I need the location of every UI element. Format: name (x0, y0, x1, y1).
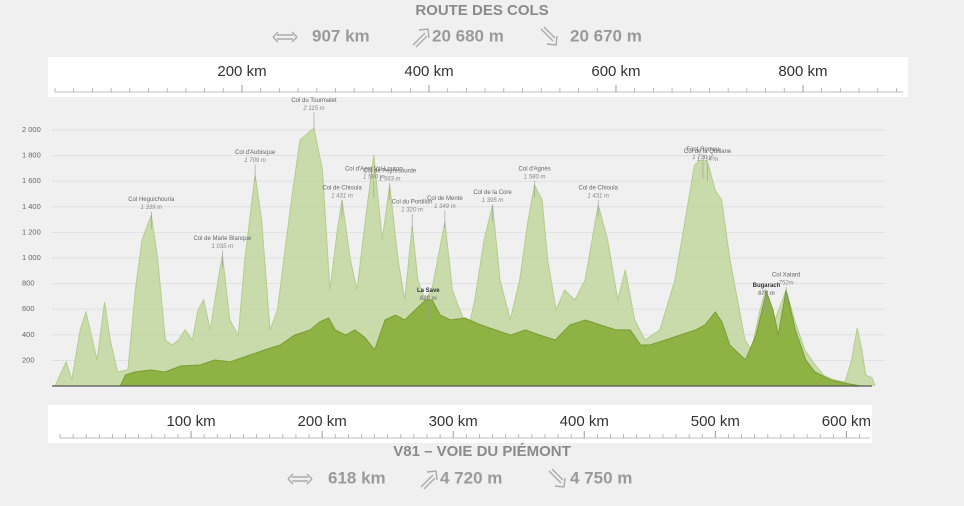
route-title: V81 – VOIE DU PIÉMONT (393, 443, 571, 460)
y-tick-label: 600 (22, 304, 35, 313)
ascent-icon (412, 28, 430, 48)
peak-elevation: 1 320 m (401, 208, 423, 214)
peak-name: Font Romeu (686, 147, 719, 153)
route-ascent: 20 680 m (432, 26, 504, 45)
peak-elevation: 670 m (758, 291, 776, 297)
peak-elevation: 1 730 m (692, 155, 714, 161)
x-tick-label: 600 km (591, 63, 640, 80)
peak-elevation: 1 714 m (697, 157, 719, 163)
peak-elevation: 752m (779, 280, 794, 286)
peak-name: Col d'Aubisque (235, 150, 276, 156)
peak-name: Col de la Quillane (684, 149, 732, 155)
peak-name: Col du Portillon (392, 200, 433, 206)
peak-name: Col de Peyresourde (363, 169, 417, 175)
distance-icon (272, 31, 298, 43)
x-tick-label: 600 km (822, 413, 871, 430)
route-descent: 4 750 m (570, 468, 632, 487)
peak-name: Col de Mente (427, 196, 463, 202)
x-axis-ruler: 200 km 400 km 600 km 800 km (48, 57, 908, 97)
ascent-icon (420, 470, 438, 490)
peak-elevation: 1 563 m (379, 177, 401, 183)
y-tick-label: 1 200 (22, 227, 41, 236)
x-axis-ruler: 100 km 200 km 300 km 400 km 500 km 600 km (48, 405, 872, 443)
descent-icon (548, 468, 566, 488)
peak-elevation: 1 431 m (331, 193, 353, 199)
route-distance: 618 km (328, 468, 386, 487)
x-tick-label: 100 km (166, 413, 215, 430)
peak-elevation: 1 395 m (482, 198, 504, 204)
x-tick-label: 400 km (404, 63, 453, 80)
peak-elevation: 1 580 m (524, 174, 546, 180)
peak-name: Col de Marie Blanque (194, 236, 252, 242)
distance-icon (287, 473, 313, 485)
peak-name: Col d'Azet Val-Louron (345, 166, 403, 172)
y-tick-label: 1 400 (22, 202, 41, 211)
peak-name: Col de Chioula (322, 185, 362, 191)
x-tick-label: 200 km (217, 63, 266, 80)
x-tick-label: 400 km (560, 413, 609, 430)
y-tick-label: 200 (22, 355, 35, 364)
x-tick-label: 200 km (298, 413, 347, 430)
peak-name: Col de la Core (473, 190, 512, 196)
peak-name: Col Xatard (772, 272, 800, 278)
route-title: ROUTE DES COLS (415, 2, 548, 19)
peak-name: Col du Tourmalet (291, 98, 337, 104)
route-ascent: 4 720 m (440, 468, 502, 487)
y-tick-label: 2 000 (22, 125, 41, 134)
elevation-area (120, 290, 861, 386)
peak-name: Col d'Agnès (519, 166, 551, 172)
y-tick-label: 800 (22, 279, 35, 288)
y-tick-label: 1 800 (22, 151, 41, 160)
route-descent: 20 670 m (570, 26, 642, 45)
peak-name: Bugarach (753, 283, 781, 289)
y-tick-label: 400 (22, 330, 35, 339)
x-tick-label: 500 km (691, 413, 740, 430)
peak-elevation: 1 035 m (212, 244, 234, 250)
ruler-band (48, 405, 872, 443)
peak-name: Col Heguichouria (128, 197, 175, 203)
peak-name: Col de Chioula (579, 185, 619, 191)
peak-elevation: 2 115 m (302, 106, 324, 112)
peak-elevation: 1 349 m (434, 204, 456, 210)
descent-icon (540, 26, 558, 46)
peak-elevation: 1 339 m (140, 205, 162, 211)
peak-elevation: 1 580 m (363, 174, 385, 180)
peak-elevation: 1 709 m (244, 158, 266, 164)
x-tick-label: 300 km (429, 413, 478, 430)
y-tick-label: 1 000 (22, 253, 41, 262)
elevation-line (54, 127, 876, 387)
peak-elevation: 628 m (420, 296, 438, 302)
elevation-line (119, 289, 861, 387)
ruler-band (48, 57, 908, 97)
peak-name: La Save (417, 288, 440, 294)
route-distance: 907 km (312, 26, 370, 45)
elevation-area (55, 128, 875, 386)
peak-elevation: 1 431 m (587, 193, 609, 199)
y-tick-label: 1 600 (22, 176, 41, 185)
x-tick-label: 800 km (778, 63, 827, 80)
